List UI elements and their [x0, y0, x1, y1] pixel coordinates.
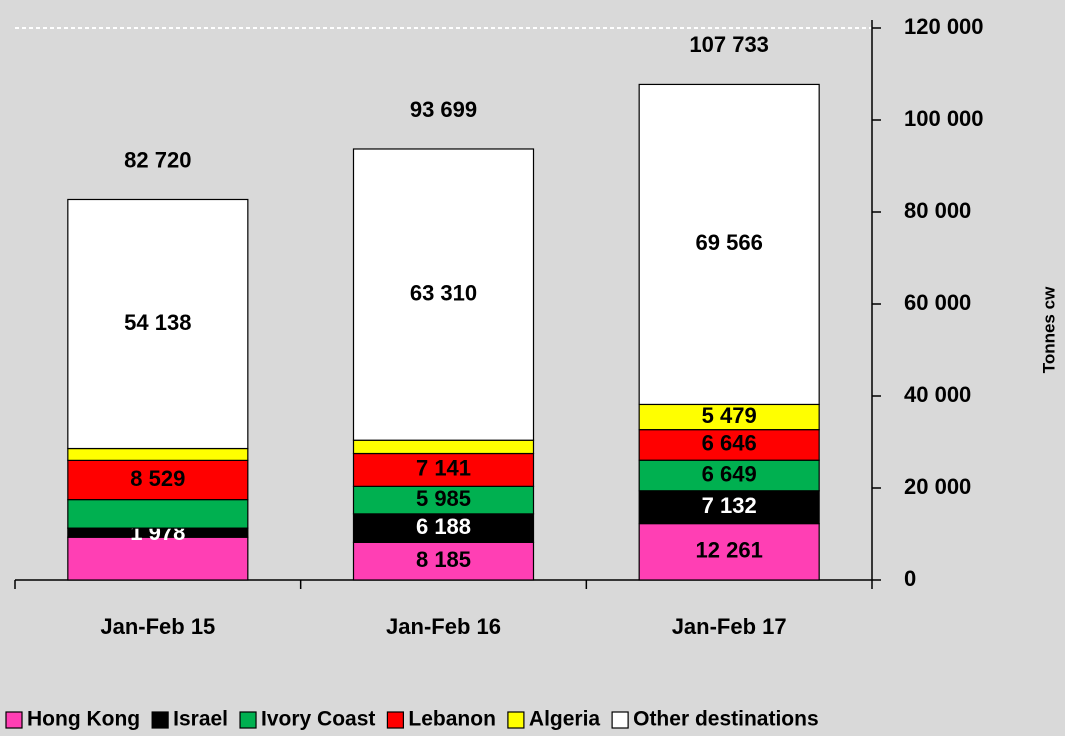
- legend-label: Algeria: [529, 708, 601, 731]
- legend-label: Hong Kong: [27, 708, 140, 731]
- x-tick-label: Jan-Feb 16: [386, 614, 501, 639]
- bar-segment: [638, 490, 820, 525]
- bar-segment: [352, 452, 535, 487]
- data-label: 6 188: [416, 514, 471, 539]
- bar-segment: [638, 522, 820, 581]
- y-tick-label: 0: [904, 566, 916, 591]
- y-tick-label: 100 000: [904, 106, 984, 131]
- legend-swatch: [611, 711, 629, 729]
- total-label: 82 720: [124, 147, 191, 172]
- bar-segment: [352, 541, 535, 581]
- bar-segment: [352, 485, 535, 515]
- data-label: 6 646: [702, 431, 757, 456]
- legend-label: Ivory Coast: [261, 708, 375, 731]
- y-tick-label: 120 000: [904, 14, 984, 39]
- data-label: 7 141: [416, 456, 471, 481]
- bar-segment: [67, 536, 249, 581]
- legend-label: Israel: [173, 708, 228, 731]
- total-label: 107 733: [689, 32, 769, 57]
- x-tick-label: Jan-Feb 17: [672, 614, 787, 639]
- data-label: 63 310: [410, 280, 477, 305]
- bar-segment: [67, 198, 249, 450]
- legend-swatch: [151, 711, 169, 729]
- data-label: 12 261: [696, 538, 763, 563]
- y-tick-label: 40 000: [904, 382, 971, 407]
- bar-segment: [67, 459, 249, 501]
- data-label: 5 985: [416, 486, 471, 511]
- bar-segment: [638, 83, 820, 406]
- y-tick-label: 20 000: [904, 474, 971, 499]
- legend-swatch: [5, 711, 23, 729]
- bar-segment: [67, 447, 249, 461]
- y-tick-label: 60 000: [904, 290, 971, 315]
- data-label: 7 132: [702, 493, 757, 518]
- legend-swatch: [239, 711, 257, 729]
- legend-label: Lebanon: [408, 708, 496, 731]
- bar-segment: [638, 459, 820, 492]
- legend-swatch: [386, 711, 405, 729]
- x-tick-label: Jan-Feb 15: [100, 614, 215, 639]
- y-tick-label: 80 000: [904, 198, 971, 223]
- legend-label: Other destinations: [633, 708, 819, 731]
- data-label: 8 185: [416, 547, 471, 572]
- data-label: 5 479: [702, 403, 757, 428]
- bar-segment: [352, 148, 535, 441]
- data-label: 54 138: [124, 310, 191, 335]
- bar-segment: [67, 499, 249, 529]
- data-label: 8 529: [130, 466, 185, 491]
- total-label: 93 699: [410, 97, 477, 122]
- bar-segment: [352, 439, 535, 455]
- y-axis-label: Tonnes cw: [1039, 286, 1058, 373]
- data-label: 6 649: [702, 461, 757, 486]
- legend-swatch: [507, 711, 525, 729]
- data-label: 69 566: [696, 230, 763, 255]
- bar-segment: [352, 513, 535, 543]
